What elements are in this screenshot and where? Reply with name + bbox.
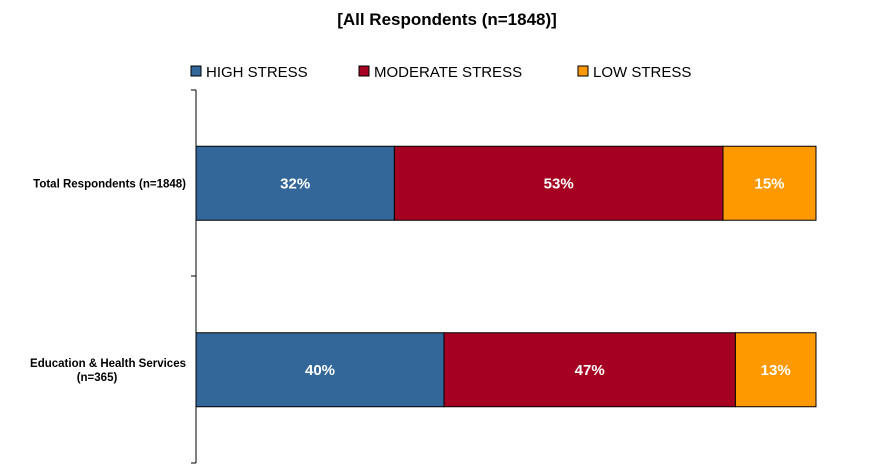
category-label-2: Education & Health Services (n=365) xyxy=(30,358,186,384)
bar-moderate-stress-2 xyxy=(443,332,736,408)
bar-moderate-stress-1 xyxy=(393,145,724,221)
legend-swatch-high-stress xyxy=(190,65,202,77)
legend-label-low-stress: LOW STRESS xyxy=(593,64,691,81)
bar-low-stress-2 xyxy=(734,332,817,408)
bar-high-stress-2 xyxy=(195,332,445,408)
legend-label-high-stress: HIGH STRESS xyxy=(206,64,308,81)
bar-label-low-stress-1: 15% xyxy=(754,175,784,192)
bar-high-stress-1 xyxy=(195,145,395,221)
bar-low-stress-1 xyxy=(722,145,817,221)
bar-label-high-stress-1: 32% xyxy=(280,175,310,192)
bars-group: 32% 53% 15% 40% 47% 13% xyxy=(195,145,817,408)
legend-swatch-moderate-stress xyxy=(358,65,370,77)
bar-label-moderate-stress-2: 47% xyxy=(575,362,605,379)
legend-swatch-low-stress xyxy=(577,65,589,77)
chart-title: [All Respondents (n=1848)] xyxy=(337,10,557,29)
bar-label-high-stress-2: 40% xyxy=(305,362,335,379)
legend-label-moderate-stress: MODERATE STRESS xyxy=(374,64,522,81)
legend: HIGH STRESS MODERATE STRESS LOW STRESS xyxy=(190,64,691,81)
bar-label-low-stress-2: 13% xyxy=(761,362,791,379)
category-labels: Total Respondents (n=1848) Education & He… xyxy=(30,178,186,384)
bar-label-moderate-stress-1: 53% xyxy=(544,175,574,192)
category-label-1: Total Respondents (n=1848) xyxy=(33,178,186,190)
